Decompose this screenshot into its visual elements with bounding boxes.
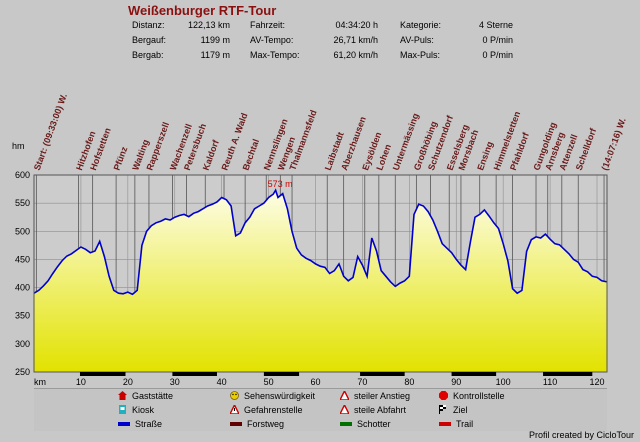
elevation-area (34, 190, 607, 372)
legend-item-strasse: Straße (118, 419, 162, 429)
forstweg-icon (230, 422, 242, 426)
legend-item-schotter: Schotter (340, 419, 391, 429)
x-tick-label: 120 (589, 377, 604, 387)
waypoint-label: Bechtal (241, 138, 262, 172)
legend-item-trail: Trail (439, 419, 473, 429)
y-tick-label: 550 (15, 198, 30, 208)
ziel-icon (439, 405, 448, 414)
y-axis-label: hm (12, 141, 25, 151)
stat-bergauf-value: 1199 m (200, 35, 230, 45)
legend-item-ziel: Ziel (439, 405, 468, 415)
stat-max-tempo-label: Max-Tempo: (250, 50, 300, 60)
road-segment-bar (543, 372, 593, 376)
legend-item-gefahrenstelle: Gefahrenstelle (228, 403, 303, 415)
legend-item-kiosk: Kiosk (118, 405, 154, 415)
legend-item-gaststaette: Gaststätte (118, 391, 173, 401)
road-segment-bar (451, 372, 497, 376)
stat-fahrzeit-label: Fahrzeit: (250, 20, 286, 30)
schotter-icon (340, 422, 352, 426)
x-tick-label: 100 (496, 377, 511, 387)
x-tick-label: 90 (451, 377, 461, 387)
elevation-line (33, 188, 608, 296)
road-segment-bar (360, 372, 405, 376)
kontrollstelle-icon (439, 391, 448, 400)
x-tick-label: 70 (357, 377, 367, 387)
y-tick-label: 500 (15, 226, 30, 236)
y-tick-label: 350 (15, 311, 30, 321)
x-tick-label: 50 (264, 377, 274, 387)
stat-kategorie-label: Kategorie: (400, 20, 442, 30)
stat-av-tempo-label: AV-Tempo: (250, 35, 294, 45)
waypoint-label: Kaldorf (201, 138, 222, 172)
legend: Gaststätte Sehenswürdigkeit steiler Anst… (34, 388, 607, 431)
stat-av-tempo-value: 26,71 km/h (333, 35, 378, 45)
credit-text: Profil created by CicloTour (528, 430, 634, 440)
x-tick-label: 20 (123, 377, 133, 387)
y-tick-label: 300 (15, 339, 30, 349)
gaststaette-icon (118, 391, 127, 400)
gefahrenstelle-icon (228, 403, 241, 415)
max-elevation-label: 573 m (268, 179, 293, 189)
stat-distanz-value: 122,13 km (187, 20, 230, 30)
road-segment-bar (172, 372, 217, 376)
waypoint-label: Pfünz (112, 145, 130, 172)
stat-bergab-label: Bergab: (132, 50, 164, 60)
stat-av-puls-label: AV-Puls: (400, 35, 434, 45)
x-tick-label: 110 (543, 377, 557, 387)
x-tick-label: 60 (310, 377, 320, 387)
x-tick-label: 40 (217, 377, 227, 387)
stat-kategorie-value: 4 Sterne (478, 20, 513, 30)
y-tick-label: 450 (15, 254, 30, 264)
x-tick-label: 30 (170, 377, 180, 387)
stat-distanz-label: Distanz: (132, 20, 165, 30)
waypoint-label: (14:07:16) W. (600, 117, 628, 172)
steile-abfahrt-icon (338, 403, 351, 415)
steiler-anstieg-icon (338, 389, 351, 401)
waypoint-label: Schelldorf (574, 126, 599, 172)
stat-av-puls-value: 0 P/min (482, 35, 513, 45)
trail-icon (439, 422, 451, 426)
strasse-icon (118, 422, 130, 426)
legend-item-sehenswuerdigkeit: Sehenswürdigkeit (230, 391, 315, 401)
stat-bergab-value: 1179 m (200, 50, 230, 60)
stat-max-puls-value: 0 P/min (482, 50, 513, 60)
y-tick-label: 250 (15, 367, 30, 377)
plot-frame (33, 174, 608, 373)
road-segment-bar (263, 372, 300, 376)
stat-bergauf-label: Bergauf: (132, 35, 167, 45)
legend-item-forstweg: Forstweg (230, 419, 284, 429)
page-title: Weißenburger RTF-Tour (128, 3, 277, 18)
legend-item-kontrollstelle: Kontrollstelle (439, 391, 505, 401)
sehenswuerdigkeit-icon (230, 391, 239, 400)
stat-fahrzeit-value: 04:34:20 h (335, 20, 378, 30)
kiosk-icon (118, 405, 127, 414)
road-segment-bar (79, 372, 126, 376)
y-tick-label: 600 (15, 170, 30, 180)
x-tick-label: 10 (76, 377, 86, 387)
stat-max-tempo-value: 61,20 km/h (333, 50, 378, 60)
waypoint-label: Start: (09:33:00) W. (32, 92, 69, 172)
y-tick-label: 400 (15, 283, 30, 293)
legend-item-steiler-anstieg: steiler Anstieg (338, 389, 410, 401)
stat-max-puls-label: Max-Puls: (400, 50, 441, 60)
x-axis-label: km (34, 377, 46, 387)
x-tick-label: 80 (404, 377, 414, 387)
legend-item-steile-abfahrt: steile Abfahrt (338, 403, 406, 415)
